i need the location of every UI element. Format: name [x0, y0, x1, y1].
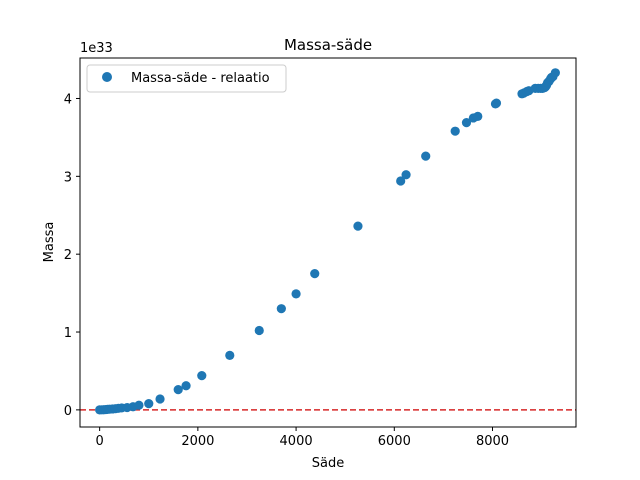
data-point: [181, 381, 191, 391]
x-tick-label: 8000: [476, 434, 509, 449]
data-point: [450, 126, 460, 136]
x-tick-label: 6000: [378, 434, 411, 449]
x-tick-label: 2000: [181, 434, 214, 449]
data-point: [144, 399, 154, 409]
x-tick-label: 4000: [280, 434, 313, 449]
data-point: [353, 221, 363, 231]
data-point: [155, 394, 165, 404]
data-point: [461, 118, 472, 128]
data-point: [473, 111, 483, 121]
data-point: [550, 68, 560, 78]
data-point: [173, 385, 183, 395]
data-point: [254, 325, 264, 336]
data-point: [291, 289, 301, 299]
y-tick-label: 2: [64, 248, 72, 263]
y-tick-label: 3: [64, 170, 72, 185]
data-point: [491, 98, 502, 108]
data-point: [276, 304, 286, 314]
y-axis-offset-label: 1e33: [80, 41, 113, 56]
chart-title: Massa-säde: [284, 36, 372, 54]
legend-label: Massa-säde - relaatio: [131, 71, 270, 86]
legend-marker: [102, 72, 112, 82]
data-point: [197, 371, 207, 381]
legend-box: [86, 64, 287, 93]
plot-frame: [79, 57, 577, 428]
y-tick-label: 1: [64, 326, 72, 341]
data-point: [421, 151, 431, 161]
y-axis-label: Massa: [42, 222, 57, 263]
y-tick-label: 4: [64, 92, 72, 107]
x-tick-label: 0: [96, 434, 104, 449]
data-point: [134, 400, 144, 410]
x-axis-label: Säde: [312, 456, 344, 471]
data-point: [396, 176, 406, 186]
data-point: [225, 350, 235, 360]
y-tick-label: 0: [64, 404, 72, 419]
data-point: [401, 170, 411, 180]
legend: Massa-säde - relaatio: [86, 64, 287, 93]
data-point: [310, 269, 320, 279]
